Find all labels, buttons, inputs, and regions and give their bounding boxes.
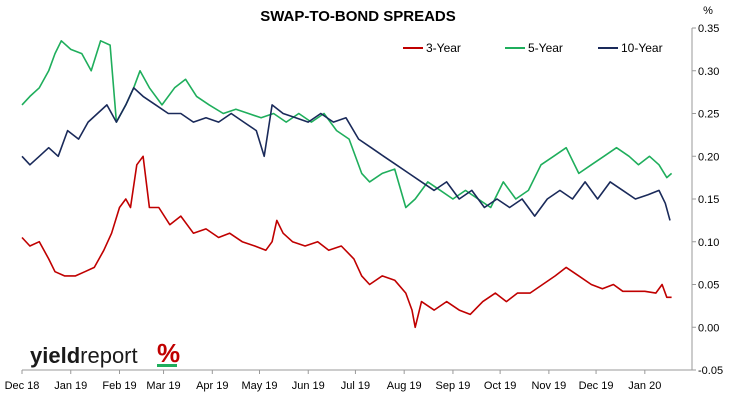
- y-tick-label: 0.20: [698, 151, 719, 163]
- y-tick-label: -0.05: [698, 365, 723, 377]
- logo-underline: [157, 364, 177, 367]
- x-tick-label: Mar 19: [146, 380, 180, 392]
- x-tick-label: Jan 20: [628, 380, 661, 392]
- series-line-10-year: [21, 87, 671, 221]
- svg-text:yieldreport: yieldreport: [30, 343, 138, 368]
- x-tick-label: Dec 19: [579, 380, 614, 392]
- x-tick-label: Oct 19: [484, 380, 516, 392]
- series-line-3-year: [21, 155, 672, 329]
- y-unit-label: %: [703, 5, 713, 17]
- yieldreport-logo: yieldreport %: [30, 338, 180, 368]
- x-tick-label: Jul 19: [341, 380, 370, 392]
- x-tick-label: Aug 19: [387, 380, 422, 392]
- legend-label-3-year: 3-Year: [426, 41, 461, 55]
- x-tick-label: Nov 19: [531, 380, 566, 392]
- series-line-5-year: [21, 39, 673, 209]
- y-tick-label: 0.30: [698, 66, 719, 78]
- y-tick-label: 0.35: [698, 23, 719, 35]
- legend-label-5-year: 5-Year: [528, 41, 563, 55]
- logo-percent-text: %: [157, 338, 180, 368]
- logo-yield-text: yield: [30, 343, 80, 368]
- y-tick-label: 0.15: [698, 194, 719, 206]
- x-tick-label: Jan 19: [54, 380, 87, 392]
- x-tick-label: Feb 19: [102, 380, 136, 392]
- x-tick-label: Apr 19: [196, 380, 228, 392]
- legend-label-10-year: 10-Year: [621, 41, 663, 55]
- y-tick-label: 0.05: [698, 280, 719, 292]
- y-tick-label: 0.00: [698, 322, 719, 334]
- y-tick-label: 0.10: [698, 237, 719, 249]
- chart-title: SWAP-TO-BOND SPREADS: [260, 8, 456, 25]
- x-tick-label: Sep 19: [436, 380, 471, 392]
- x-tick-label: May 19: [241, 380, 277, 392]
- x-tick-label: Jun 19: [292, 380, 325, 392]
- logo-report-text: report: [80, 343, 137, 368]
- x-tick-label: Dec 18: [5, 380, 40, 392]
- y-tick-label: 0.25: [698, 109, 719, 121]
